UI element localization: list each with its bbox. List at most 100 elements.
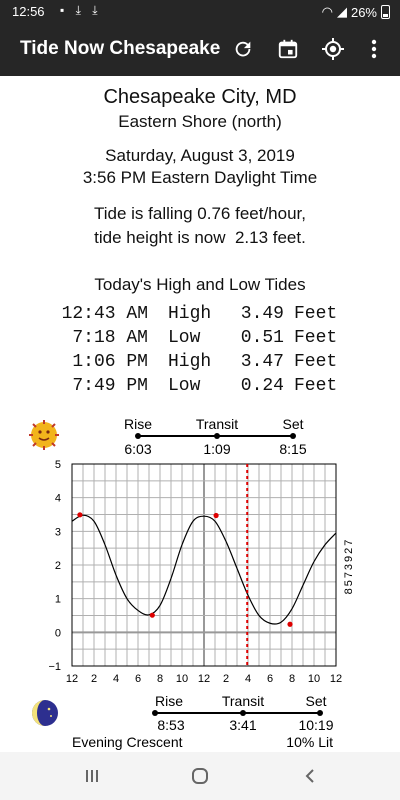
moon-set-label: Set — [305, 693, 326, 709]
tide-height: 3.47 — [240, 352, 284, 372]
tide-height: 0.51 — [240, 328, 284, 348]
tide-chart: Rise Transit Set 6:03 1:09 8:15 543210−1… — [29, 416, 355, 750]
tide-curve — [71, 514, 337, 625]
time-text: 3:56 PM Eastern Daylight Time — [82, 168, 318, 187]
y-tick-label: −1 — [48, 661, 61, 673]
tide-row: 7:49 PM Low 0.24 Feet — [60, 374, 337, 398]
moon-set-dot — [317, 710, 323, 716]
extreme-markers — [77, 512, 293, 627]
nav-bar — [0, 752, 400, 800]
notification-icons: ▪ ⤓ ⤓ — [60, 3, 102, 17]
battery-icon — [381, 5, 390, 19]
sun-rise-time: 6:03 — [124, 441, 151, 457]
location-region: Eastern Shore (north) — [118, 112, 282, 131]
tide-height: 3.49 — [240, 304, 284, 324]
tide-row: 12:43 AM High 3.49 Feet — [60, 302, 338, 326]
tide-unit: Feet — [294, 304, 338, 324]
sun-icon — [29, 420, 59, 450]
moon-set-time: 10:19 — [298, 717, 333, 733]
moon-phase: Evening Crescent — [72, 734, 183, 750]
location-city: Chesapeake City, MD — [103, 86, 297, 108]
moon-lit: 10% Lit — [286, 734, 333, 750]
sun-transit-time: 1:09 — [203, 441, 230, 457]
status-time: 12:56 — [12, 4, 45, 19]
tide-extreme-marker — [77, 512, 83, 518]
calendar-icon[interactable] — [275, 36, 301, 62]
tide-row: 1:06 PM High 3.47 Feet — [60, 350, 337, 374]
moon-icon — [32, 700, 58, 726]
x-tick-label: 12 — [66, 673, 78, 685]
tide-unit: Feet — [294, 376, 338, 396]
x-tick-label: 4 — [113, 673, 119, 685]
app-title: Tide Now Chesapeake — [20, 38, 221, 59]
signal-icon: ◢ — [336, 4, 347, 19]
tide-time: 1:06 PM — [72, 352, 148, 372]
tide-unit: Feet — [294, 328, 338, 348]
x-tick-label: 10 — [308, 673, 320, 685]
recent-apps-icon[interactable] — [80, 766, 104, 786]
back-icon[interactable] — [298, 766, 322, 786]
x-tick-label: 12 — [330, 673, 342, 685]
sun-rise-dot — [135, 433, 141, 439]
moon-transit-label: Transit — [222, 693, 264, 709]
sun-transit-label: Transit — [196, 416, 238, 432]
moon-transit-time: 3:41 — [229, 717, 256, 733]
wifi-icon: ◠ — [321, 4, 333, 19]
tide-extreme-marker — [287, 621, 293, 627]
tide-kind: Low — [168, 376, 201, 396]
moon-rise-label: Rise — [155, 693, 183, 709]
plot-grid — [72, 464, 336, 666]
tide-time: 7:49 PM — [72, 376, 148, 396]
plot-frame — [71, 463, 337, 667]
tide-extreme-marker — [149, 612, 155, 618]
x-tick-label: 10 — [176, 673, 188, 685]
tide-time: 7:18 AM — [72, 328, 148, 348]
x-tick-label: 8 — [157, 673, 163, 685]
x-tick-label: 6 — [267, 673, 273, 685]
moon-rise-time: 8:53 — [157, 717, 184, 733]
y-tick-label: 2 — [55, 560, 61, 572]
sun-set-dot — [290, 433, 296, 439]
x-tick-label: 2 — [223, 673, 229, 685]
y-axis-labels: 5 4 3 2 1 0 −1 — [48, 459, 61, 673]
tide-extreme-marker — [213, 512, 219, 519]
y-tick-label: 5 — [55, 459, 61, 471]
tide-kind: High — [168, 352, 212, 372]
tide-row: 7:18 AM Low 0.51 Feet — [60, 326, 337, 350]
tide-kind: Low — [168, 328, 201, 348]
home-icon[interactable] — [188, 766, 212, 786]
sun-rise-label: Rise — [124, 416, 152, 432]
battery-percent: 26% — [350, 4, 377, 20]
station-id: 8573927 — [343, 538, 355, 595]
tide-height-text: tide height is now 2.13 feet. — [94, 228, 306, 247]
x-tick-label: 8 — [289, 673, 295, 685]
app-bar: Tide Now Chesapeake — [0, 24, 400, 76]
status-bar: 12:56 ▪ ⤓ ⤓ ◠ ◢ 26% — [0, 0, 400, 24]
sun-set-time: 8:15 — [279, 441, 306, 457]
x-tick-label: 2 — [91, 673, 97, 685]
y-tick-label: 1 — [55, 594, 61, 606]
tide-time: 12:43 AM — [61, 304, 148, 324]
y-tick-label: 4 — [55, 493, 61, 505]
status-right: ◠ ◢ 26% — [322, 4, 390, 20]
tide-unit: Feet — [294, 352, 338, 372]
y-tick-label: 0 — [55, 627, 61, 639]
refresh-icon[interactable] — [230, 36, 256, 62]
x-tick-label: 4 — [245, 673, 251, 685]
tide-kind: High — [168, 304, 212, 324]
x-tick-label: 12 — [198, 673, 210, 685]
moon-transit-dot — [240, 710, 246, 716]
tide-height: 0.24 — [240, 376, 284, 396]
my-location-icon[interactable] — [320, 36, 346, 62]
sun-set-label: Set — [282, 416, 303, 432]
moon-rise-dot — [152, 710, 158, 716]
more-options-icon[interactable] — [361, 36, 387, 62]
tide-table: 12:43 AM High 3.49 Feet 7:18 AM Low 0.51… — [60, 302, 338, 398]
x-tick-label: 6 — [135, 673, 141, 685]
date-text: Saturday, August 3, 2019 — [105, 146, 295, 165]
tide-rate-text: Tide is falling 0.76 feet/hour, — [93, 204, 306, 223]
x-axis-labels: 12 2 4 6 8 10 12 2 4 6 8 10 12 — [66, 673, 342, 685]
y-tick-label: 3 — [55, 526, 61, 538]
sun-transit-dot — [214, 433, 220, 439]
tides-heading: Today's High and Low Tides — [94, 275, 306, 294]
